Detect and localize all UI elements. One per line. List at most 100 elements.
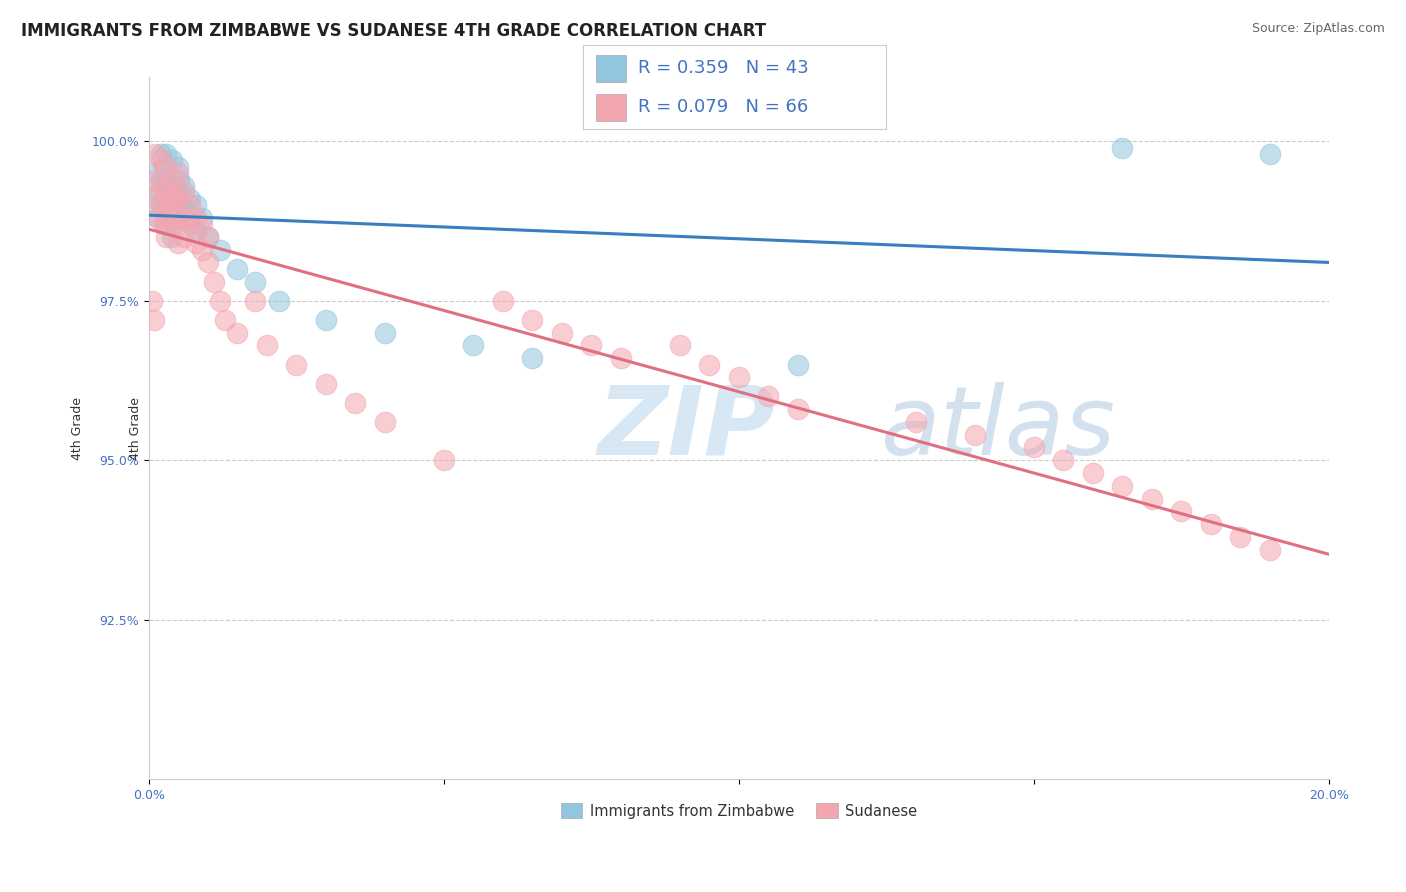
Point <box>165 192 187 206</box>
Point <box>727 370 749 384</box>
Text: R = 0.359   N = 43: R = 0.359 N = 43 <box>638 60 808 78</box>
Point <box>162 217 184 231</box>
Point <box>197 230 219 244</box>
Point <box>149 198 172 212</box>
Point <box>1081 466 1104 480</box>
Point <box>142 198 165 212</box>
Point <box>167 166 190 180</box>
Point <box>155 186 177 200</box>
Point <box>610 351 633 366</box>
Point <box>184 211 207 225</box>
Point <box>167 192 190 206</box>
Point <box>155 211 177 225</box>
Point <box>145 166 167 180</box>
Point <box>155 160 177 174</box>
Point <box>173 211 195 225</box>
Point <box>162 198 184 212</box>
Point <box>208 243 231 257</box>
Point <box>148 186 170 200</box>
Point <box>155 198 177 212</box>
Point <box>191 243 214 257</box>
Point <box>1111 479 1133 493</box>
Point <box>1052 453 1074 467</box>
Point <box>167 160 190 174</box>
Point <box>226 261 249 276</box>
Point <box>162 153 184 168</box>
Point <box>315 313 337 327</box>
Point <box>162 172 184 186</box>
Point <box>167 211 190 225</box>
Point <box>167 236 190 251</box>
Point <box>315 376 337 391</box>
Point <box>786 402 808 417</box>
Point <box>226 326 249 340</box>
Point <box>179 198 201 212</box>
Point <box>156 186 179 200</box>
Point <box>1140 491 1163 506</box>
Text: atlas: atlas <box>880 382 1115 475</box>
Point <box>267 293 290 308</box>
Point <box>699 358 721 372</box>
Point <box>756 389 779 403</box>
Point <box>522 351 544 366</box>
Point <box>149 178 172 193</box>
Point <box>152 217 174 231</box>
Point <box>1111 140 1133 154</box>
Point <box>904 415 927 429</box>
Point <box>1199 517 1222 532</box>
Point <box>669 338 692 352</box>
Y-axis label: 4th Grade: 4th Grade <box>72 397 84 460</box>
Point <box>202 275 225 289</box>
Point <box>155 172 177 186</box>
Point <box>143 147 166 161</box>
Point <box>167 186 190 200</box>
Point <box>165 186 187 200</box>
Point <box>184 236 207 251</box>
Point <box>162 178 184 193</box>
Point <box>169 172 191 186</box>
Point <box>173 230 195 244</box>
Point <box>146 211 169 225</box>
Point <box>149 147 172 161</box>
Point <box>522 313 544 327</box>
Point <box>208 293 231 308</box>
Y-axis label: 4th Grade: 4th Grade <box>129 397 142 460</box>
FancyBboxPatch shape <box>596 54 626 82</box>
Point <box>256 338 278 352</box>
Point <box>184 223 207 237</box>
Text: IMMIGRANTS FROM ZIMBABWE VS SUDANESE 4TH GRADE CORRELATION CHART: IMMIGRANTS FROM ZIMBABWE VS SUDANESE 4TH… <box>21 22 766 40</box>
Point <box>167 211 190 225</box>
Text: R = 0.079   N = 66: R = 0.079 N = 66 <box>638 98 808 116</box>
Point <box>150 198 173 212</box>
Point <box>149 172 172 186</box>
Point <box>170 198 193 212</box>
Point <box>155 230 177 244</box>
Point <box>463 338 485 352</box>
Point <box>374 326 396 340</box>
Point <box>162 204 184 219</box>
Point <box>197 230 219 244</box>
Point <box>243 293 266 308</box>
Text: ZIP: ZIP <box>598 382 775 475</box>
Point <box>146 211 169 225</box>
Point <box>433 453 456 467</box>
Point <box>374 415 396 429</box>
Point <box>141 293 163 308</box>
Point <box>152 160 174 174</box>
Point <box>142 313 165 327</box>
Point <box>344 396 367 410</box>
Point <box>1022 441 1045 455</box>
Point <box>179 217 201 231</box>
Point <box>1170 504 1192 518</box>
Point <box>551 326 574 340</box>
Point <box>143 172 166 186</box>
Point <box>155 147 177 161</box>
Point <box>173 186 195 200</box>
Point <box>179 217 201 231</box>
Point <box>155 217 177 231</box>
Legend: Immigrants from Zimbabwe, Sudanese: Immigrants from Zimbabwe, Sudanese <box>555 797 922 824</box>
Point <box>145 192 167 206</box>
Text: Source: ZipAtlas.com: Source: ZipAtlas.com <box>1251 22 1385 36</box>
Point <box>786 358 808 372</box>
Point <box>191 217 214 231</box>
